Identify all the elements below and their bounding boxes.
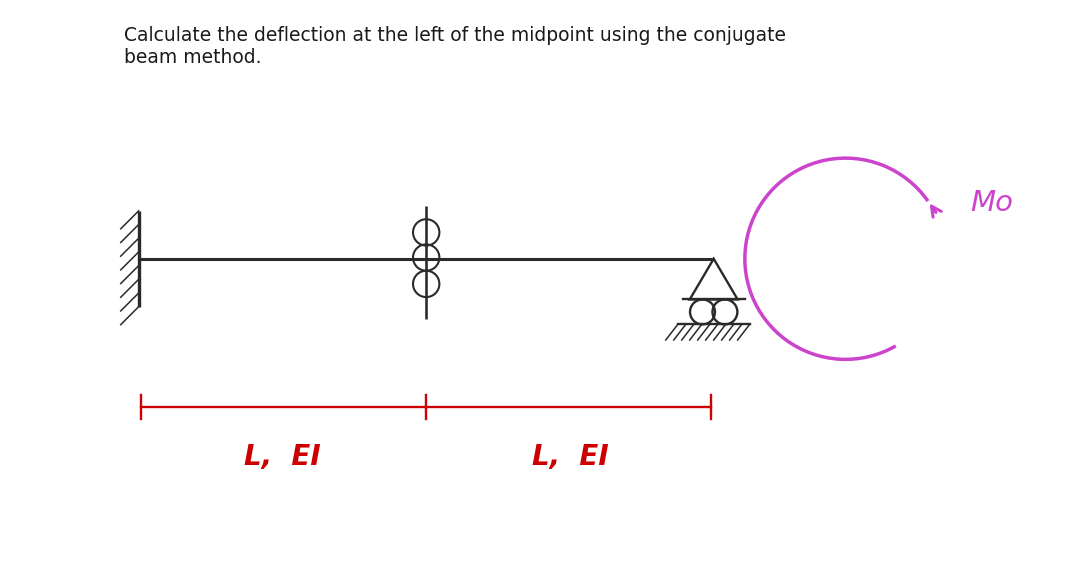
Text: Mo: Mo	[970, 189, 1013, 217]
Text: L,  EI: L, EI	[244, 443, 321, 471]
Text: L,  EI: L, EI	[531, 443, 608, 471]
Text: Calculate the deflection at the left of the midpoint using the conjugate
beam me: Calculate the deflection at the left of …	[124, 26, 786, 67]
